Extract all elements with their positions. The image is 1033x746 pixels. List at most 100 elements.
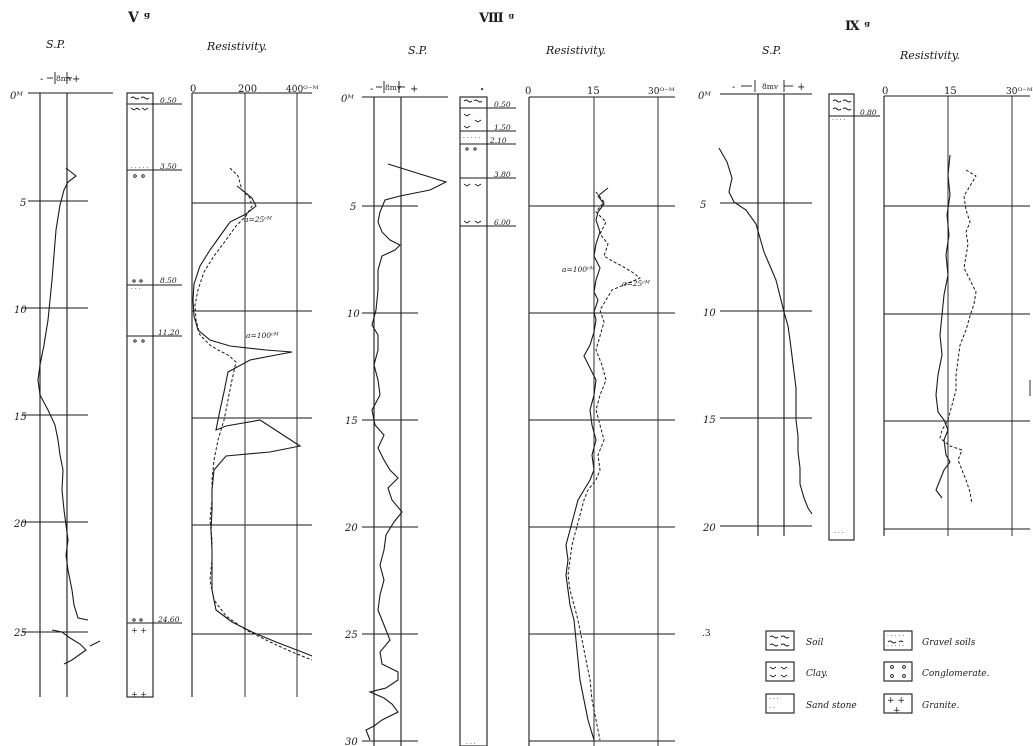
page-mark: .3 xyxy=(702,629,711,639)
well-VIII-depth-5: 5 xyxy=(350,202,356,213)
well-IX-res-tick-0: 0 xyxy=(882,86,888,97)
well-VIII-annotation-a100: a=100ᶜᴹ xyxy=(562,265,595,274)
well-V-depth-5: 5 xyxy=(20,198,26,209)
soil-symbol-icon xyxy=(769,635,790,647)
well-V-lithology-column: 0.50 3.50 8.50 11.20 24.60 · · · · · · ·… xyxy=(126,92,182,699)
well-IX-sp-track xyxy=(718,93,813,536)
legend-item-clay: Clay. xyxy=(765,661,828,682)
well-IX-res-tick-2: 30ᴼ⁻ᴹ xyxy=(1006,87,1033,97)
svg-text:· · · · ·: · · · · · xyxy=(131,165,148,172)
svg-text:· · ·: · · · xyxy=(466,741,476,746)
well-VIII-res-tick-1: 15 xyxy=(587,86,600,97)
well-IX-depth-20: 20 xyxy=(702,523,716,534)
legend-item-sandstone: · · · · · Sand stone xyxy=(765,693,857,714)
svg-text:+ +: + + xyxy=(131,690,147,699)
well-VIII-depth-0: 0ᴹ xyxy=(341,94,354,105)
well-IX-lithology-column: 0.80 · · · · · · · xyxy=(828,93,880,541)
well-IX-sp-minus: - xyxy=(732,82,735,93)
legend-item-conglomerate: Conglomerate. xyxy=(883,661,990,682)
legend-label-granite: Granite. xyxy=(922,701,959,711)
conglomerate-symbol-icon xyxy=(890,665,906,678)
well-V-resistivity-track: 0 200 400ᴼ⁻ᴹ a=25ᶜᴹ a=100ᶜᴹ xyxy=(190,84,319,697)
well-VIII-annotation-a25: a=25ᶜᴹ xyxy=(622,279,650,288)
well-VIII-sp-scale: - 8mv + xyxy=(370,81,418,95)
well-V-sp-track xyxy=(22,92,113,697)
well-V-sp-scale-value: 8mv xyxy=(56,74,73,83)
well-V-layer-depth-4: 24.60 xyxy=(157,615,180,624)
well-V-sp-label: S.P. xyxy=(46,38,65,51)
legend-label-gravel: Gravel soils xyxy=(922,638,976,648)
legend-label-conglomerate: Conglomerate. xyxy=(922,669,990,679)
legend-label-soil: Soil xyxy=(806,638,823,648)
well-VIII-lithology-column: • 0.50 1.50 2.10 3.80 6.00 · · · · · · ·… xyxy=(459,86,516,746)
well-V-res-curve-a25 xyxy=(194,167,313,661)
well-VIII-sp-plus: + xyxy=(410,84,418,95)
well-V-layer-depth-2: 8.50 xyxy=(160,276,177,285)
svg-text:· · ·: · · · xyxy=(131,286,141,293)
well-IX-title: Ⅸ ᵍ xyxy=(845,19,871,34)
well-V-depth-10: 10 xyxy=(14,305,27,316)
well-VIII-res-curve-a25 xyxy=(567,191,641,741)
gravel-symbol-icon: · · · · · xyxy=(887,633,904,640)
legend-item-gravel: · · · · · · · · · · Gravel soils xyxy=(883,630,976,651)
well-IX-res-tick-1: 15 xyxy=(944,86,957,97)
clay-symbol-icon xyxy=(769,666,788,678)
svg-text:+ +: + + xyxy=(131,626,147,635)
well-V-title: V ᵍ xyxy=(127,10,151,26)
svg-text:· · · ·: · · · · xyxy=(832,117,845,124)
well-V-depth-0: 0ᴹ xyxy=(10,91,23,102)
well-IX-depth-5: 5 xyxy=(700,200,706,211)
well-IX-depth-15: 15 xyxy=(703,415,716,426)
well-IX-depth-10: 10 xyxy=(703,308,716,319)
well-VIII-layer-depth-1: 1.50 xyxy=(494,123,511,132)
well-IX-res-curve-solid xyxy=(935,154,951,499)
well-V-res-curve-a100 xyxy=(192,185,313,657)
well-V-depth-20: 20 xyxy=(13,519,27,530)
well-V-sp-curve xyxy=(37,167,101,665)
well-IX-sp-label: S.P. xyxy=(762,44,781,57)
well-V-sp-minus: - xyxy=(40,74,43,85)
well-V-annotation-a25: a=25ᶜᴹ xyxy=(244,215,272,224)
well-VIII-sp-scale-value: 8mv xyxy=(385,83,402,92)
well-IX-depth-0: 0ᴹ xyxy=(698,91,711,102)
well-V-depth-25: 25 xyxy=(13,628,27,639)
well-IX: Ⅸ ᵍ S.P. Resistivity. - 8mv + 0ᴹ 5 10 15… xyxy=(698,19,1033,541)
well-V-resistivity-label: Resistivity. xyxy=(206,40,267,53)
well-VIII-sp-minus: - xyxy=(370,84,373,95)
well-V-sp-scale: - 8mv + xyxy=(40,72,80,85)
granite-symbol-icon: + + xyxy=(887,696,905,706)
sandstone-symbol-icon: · · · xyxy=(769,696,779,703)
well-IX-resistivity-label: Resistivity. xyxy=(899,49,960,62)
well-V-sp-plus: + xyxy=(72,74,80,85)
well-VIII-layer-depth-4: 6.00 xyxy=(494,218,511,227)
well-IX-sp-plus: + xyxy=(797,82,805,93)
well-VIII-res-tick-0: 0 xyxy=(525,86,531,97)
svg-text:· · · · ·: · · · · · xyxy=(887,643,904,650)
well-IX-sp-scale: - 8mv + xyxy=(732,80,805,93)
well-VIII-depth-30: 30 xyxy=(345,737,358,746)
well-V: V ᵍ S.P. Resistivity. - 8mv + 0ᴹ 5 10 15… xyxy=(10,10,319,699)
well-VIII-resistivity-track: 0 15 30ᴼ⁻ᴹ a=100ᶜᴹ a=25ᶜᴹ xyxy=(525,86,675,746)
well-VIII-sp-curve xyxy=(365,163,448,741)
well-V-layer-depth-0: 0.50 xyxy=(160,96,177,105)
legend-label-clay: Clay. xyxy=(806,669,828,679)
well-V-res-tick-1: 200 xyxy=(238,84,257,95)
well-VIII-sp-label: S.P. xyxy=(408,44,427,57)
well-V-layer-depth-3: 11.20 xyxy=(158,328,180,337)
well-VIII-depth-20: 20 xyxy=(344,523,358,534)
well-IX-layer-depth-0: 0.80 xyxy=(860,108,877,117)
well-VIII-layer-depth-0: 0.50 xyxy=(494,100,511,109)
well-VIII-depth-15: 15 xyxy=(345,416,358,427)
well-IX-sp-curve xyxy=(718,147,813,515)
well-VIII-res-curve-a100 xyxy=(565,187,609,741)
legend-item-granite: + + + Granite. xyxy=(883,693,959,716)
well-VIII-resistivity-label: Resistivity. xyxy=(545,44,606,57)
well-V-res-tick-0: 0 xyxy=(190,84,196,95)
well-V-annotation-a100: a=100ᶜᴹ xyxy=(246,331,279,340)
svg-text:· ·: · · xyxy=(769,705,775,712)
well-V-depth-15: 15 xyxy=(14,412,27,423)
well-VIII-title: Ⅷ ᵍ xyxy=(478,11,515,26)
svg-text:+: + xyxy=(893,706,901,716)
well-VIII-res-tick-2: 30ᴼ⁻ᴹ xyxy=(648,87,675,97)
